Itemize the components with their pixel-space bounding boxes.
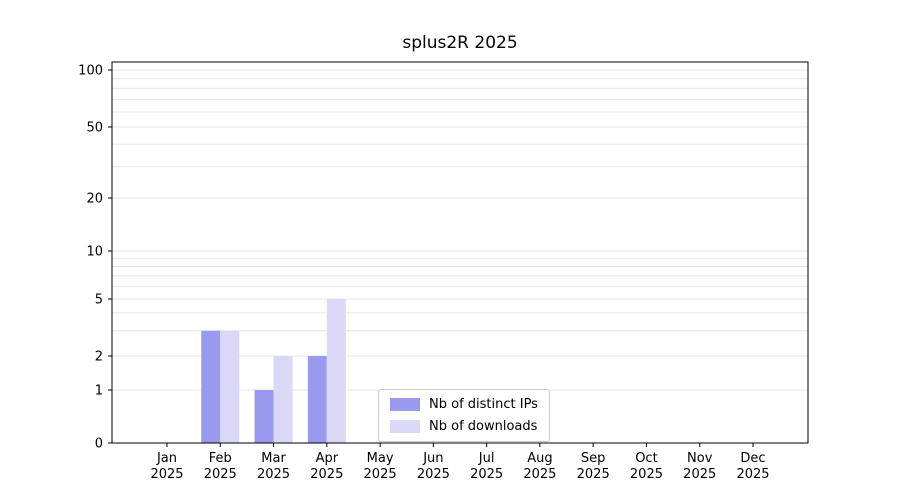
svg-text:Mar: Mar — [261, 451, 286, 466]
legend-label-downloads: Nb of downloads — [429, 419, 538, 434]
svg-text:2025: 2025 — [577, 467, 610, 482]
svg-text:Jul: Jul — [478, 451, 495, 466]
svg-text:2025: 2025 — [364, 467, 397, 482]
chart-title: splus2R 2025 — [402, 33, 518, 53]
svg-text:2025: 2025 — [736, 467, 769, 482]
svg-text:1: 1 — [95, 384, 103, 399]
svg-text:Jun: Jun — [422, 451, 443, 466]
svg-text:2025: 2025 — [204, 467, 237, 482]
svg-text:2025: 2025 — [310, 467, 343, 482]
legend-item-distinct-ips: Nb of distinct IPs — [390, 397, 538, 412]
svg-text:Dec: Dec — [740, 451, 765, 466]
svg-text:5: 5 — [95, 293, 103, 308]
svg-text:100: 100 — [78, 64, 103, 79]
svg-text:Aug: Aug — [527, 451, 552, 466]
svg-text:20: 20 — [86, 192, 103, 207]
svg-text:2025: 2025 — [417, 467, 450, 482]
legend-item-downloads: Nb of downloads — [390, 419, 538, 434]
legend-swatch-distinct-ips — [390, 398, 420, 411]
svg-text:2025: 2025 — [683, 467, 716, 482]
svg-text:0: 0 — [95, 437, 103, 452]
legend: Nb of distinct IPs Nb of downloads — [378, 389, 550, 442]
svg-text:Feb: Feb — [209, 451, 232, 466]
svg-text:2025: 2025 — [150, 467, 183, 482]
svg-text:10: 10 — [86, 245, 103, 260]
svg-text:Nov: Nov — [687, 451, 713, 466]
svg-text:2025: 2025 — [470, 467, 503, 482]
legend-label-distinct-ips: Nb of distinct IPs — [429, 397, 538, 412]
svg-text:2025: 2025 — [630, 467, 663, 482]
svg-text:May: May — [367, 451, 394, 466]
svg-text:2025: 2025 — [257, 467, 290, 482]
svg-text:Apr: Apr — [316, 451, 339, 466]
legend-swatch-downloads — [390, 420, 420, 433]
svg-text:Sep: Sep — [581, 451, 606, 466]
svg-text:2025: 2025 — [523, 467, 556, 482]
svg-text:Jan: Jan — [156, 451, 177, 466]
svg-text:Oct: Oct — [635, 451, 657, 466]
svg-text:2: 2 — [95, 350, 103, 365]
svg-text:50: 50 — [86, 121, 103, 136]
